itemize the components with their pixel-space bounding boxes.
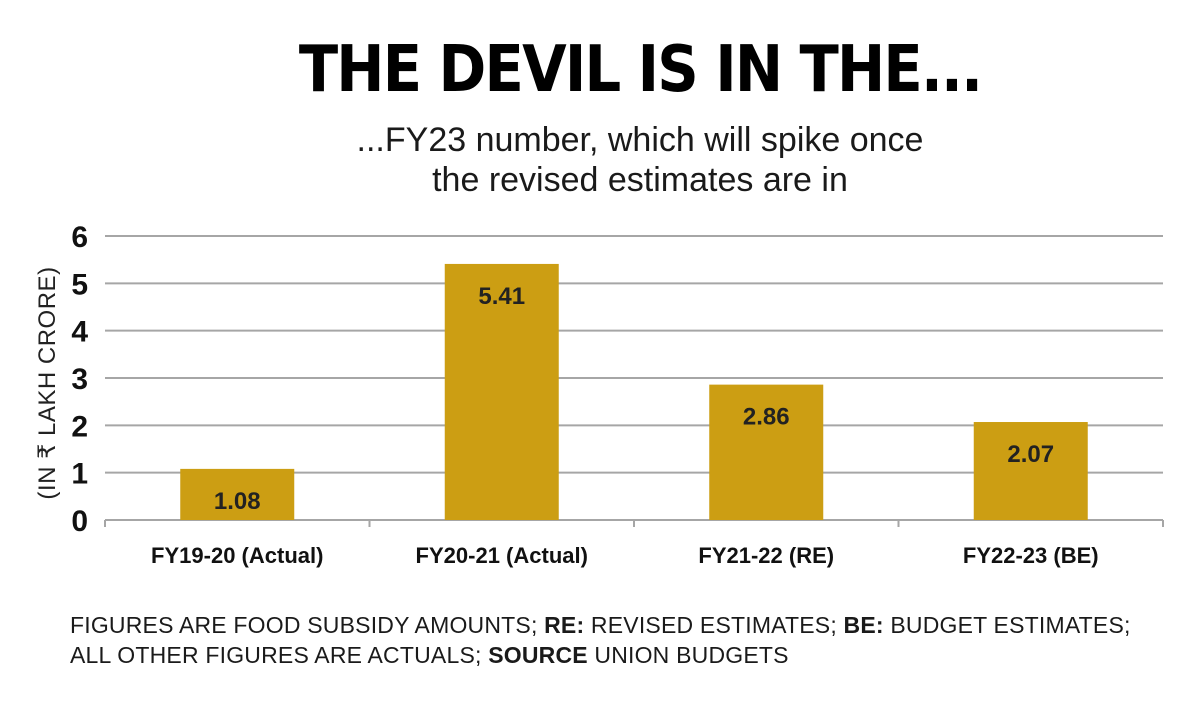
y-tick-label: 3: [71, 363, 88, 396]
footnote-re-key: RE:: [544, 612, 585, 638]
y-tick-label: 4: [71, 316, 88, 349]
x-tick-label: FY19-20 (Actual): [151, 543, 323, 568]
y-tick-label: 6: [71, 221, 88, 254]
footnote: FIGURES ARE FOOD SUBSIDY AMOUNTS; RE: RE…: [70, 610, 1170, 670]
footnote-text-3: BUDGET ESTIMATES; ALL OTHER FIGURES ARE …: [70, 612, 1131, 668]
bar-value-label: 1.08: [214, 488, 261, 515]
y-tick-label: 1: [71, 458, 88, 491]
x-tick-label: FY20-21 (Actual): [416, 543, 588, 568]
footnote-text-4: UNION BUDGETS: [587, 642, 789, 668]
bar: [180, 468, 295, 520]
footnote-text-2: REVISED ESTIMATES;: [584, 612, 844, 638]
subtitle-line-1: ...FY23 number, which will spike once: [356, 121, 924, 159]
footnote-source-key: SOURCE: [488, 642, 588, 668]
chart-title: THE DEVIL IS IN THE...: [298, 33, 983, 107]
x-tick-label: FY21-22 (RE): [698, 543, 834, 568]
bar: [444, 263, 559, 520]
y-tick-label: 2: [71, 410, 88, 443]
bar: [709, 384, 824, 520]
y-tick-label: 5: [71, 268, 88, 301]
bar: [973, 422, 1088, 520]
footnote-be-key: BE:: [843, 612, 884, 638]
bar-value-label: 2.86: [743, 404, 790, 431]
bar-value-label: 2.07: [1007, 441, 1054, 468]
x-tick-label: FY22-23 (BE): [963, 543, 1099, 568]
y-tick-label: 0: [71, 505, 88, 538]
chart-subtitle: ...FY23 number, which will spike once th…: [0, 120, 1200, 200]
subtitle-line-2: the revised estimates are in: [432, 161, 848, 199]
bar-value-label: 5.41: [478, 283, 525, 310]
footnote-text-1: FIGURES ARE FOOD SUBSIDY AMOUNTS;: [70, 612, 545, 638]
y-axis-label: (IN ₹ LAKH CRORE): [34, 266, 61, 499]
